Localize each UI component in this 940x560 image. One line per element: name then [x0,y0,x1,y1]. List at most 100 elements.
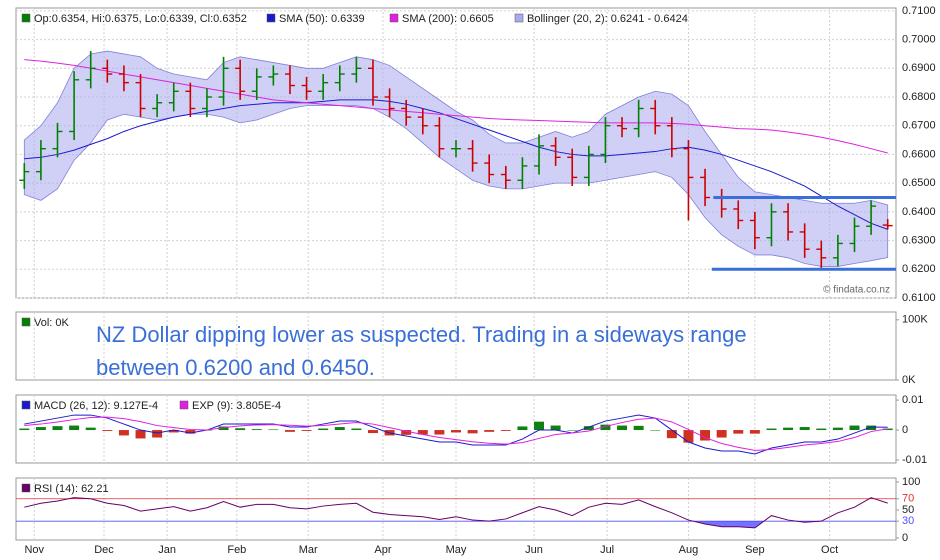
histogram-bar [766,428,777,431]
legend-entry: MACD (26, 12): 9.127E-4 [34,400,158,412]
x-tick-label: Feb [227,544,246,556]
x-tick-label: Oct [821,544,838,556]
histogram-bar [500,430,511,431]
histogram-bar [301,430,312,431]
volume-legend-swatch [21,317,31,327]
histogram-bar [351,428,362,431]
y-tick-label: 0.6500 [902,177,936,189]
histogram-bar [19,428,30,431]
y-tick-label: 0 [902,532,908,544]
histogram-bar [235,428,246,431]
x-tick-label: Jan [158,544,176,556]
histogram-bar [401,430,412,435]
legend-entry: Bollinger (20, 2): 0.6241 - 0.6424 [527,13,688,25]
y-tick-label: 50 [902,504,914,516]
histogram-bar [617,425,628,431]
histogram-bar [832,427,843,431]
y-tick-label: 0.7100 [902,5,936,17]
y-tick-label: 0K [902,374,916,386]
y-tick-label: 0.6600 [902,148,936,160]
histogram-bar [52,426,63,431]
histogram-bar [467,430,478,434]
histogram-bar [567,430,578,431]
histogram-bar [666,430,677,439]
y-tick-label: 0 [902,424,908,436]
histogram-bar [683,430,694,443]
histogram-bar [716,430,727,438]
histogram-bar [866,425,877,431]
x-tick-label: May [446,544,467,556]
legend-entry-swatch [179,400,189,410]
histogram-bar [799,427,810,431]
histogram-bar [251,429,262,431]
histogram-bar [69,425,80,431]
rsi-extreme-fill [24,521,888,528]
histogram-bar [417,430,428,435]
y-tick-label: 0.6200 [902,263,936,275]
x-tick-label: Mar [299,544,318,556]
y-tick-label: 70 [902,493,914,505]
y-tick-label: 0.6700 [902,120,936,132]
histogram-bar [783,427,794,431]
histogram-bar [185,430,196,434]
histogram-bar [650,430,661,431]
histogram-bar [550,425,561,431]
x-tick-label: Jul [600,544,614,556]
histogram-bar [218,426,229,431]
series-line [24,59,888,154]
histogram-bar [451,430,461,433]
x-tick-label: Sep [745,544,765,556]
legend-entry-swatch [21,483,31,493]
price-legend-swatch [21,13,31,23]
series-line [24,416,888,451]
y-tick-label: 0.6300 [902,234,936,246]
y-tick-label: 0.6100 [902,292,936,304]
y-tick-label: 0.01 [902,394,923,406]
legend-entry: EXP (9): 3.805E-4 [192,400,281,412]
histogram-bar [284,430,295,432]
histogram-bar [35,427,46,431]
histogram-bar [849,425,860,431]
y-tick-label: -0.01 [902,454,927,466]
legend-entry-swatch [266,13,276,23]
histogram-bar [633,425,644,431]
histogram-bar [102,430,113,431]
histogram-bar [700,430,711,441]
annotation: NZ Dollar dipping lower as suspected. Tr… [96,322,747,347]
y-tick-label: 100K [902,314,928,326]
x-tick-label: Dec [94,544,114,556]
histogram-bar [749,430,760,434]
histogram-bar [583,426,594,431]
y-tick-label: 0.6900 [902,62,936,74]
x-tick-label: Jun [525,544,543,556]
legend-entry: SMA (50): 0.6339 [279,13,365,25]
series-line [24,414,888,455]
histogram-bar [135,430,146,439]
histogram-bar [168,430,179,433]
annotation: between 0.6200 and 0.6450. [96,355,375,380]
panel-frame [15,477,897,541]
histogram-bar [334,427,345,431]
histogram-bar [118,430,129,436]
bollinger-band [23,50,889,267]
y-tick-label: 0.6400 [902,206,936,218]
histogram-bar [484,430,495,432]
histogram-bar [318,428,329,431]
y-tick-label: 30 [902,515,914,527]
y-tick-label: 0.6800 [902,91,936,103]
volume-legend: Vol: 0K [34,317,70,329]
histogram-bar [534,421,544,431]
histogram-bar [368,430,378,434]
histogram-bar [600,424,611,431]
series-line [24,497,888,529]
legend-entry-swatch [514,13,524,23]
legend-entry-swatch [389,13,399,23]
y-tick-label: 100 [902,476,920,488]
legend-entry: SMA (200): 0.6605 [402,13,494,25]
histogram-bar [816,428,827,431]
legend-entry-swatch [21,400,31,410]
y-tick-label: 0.7000 [902,33,936,45]
